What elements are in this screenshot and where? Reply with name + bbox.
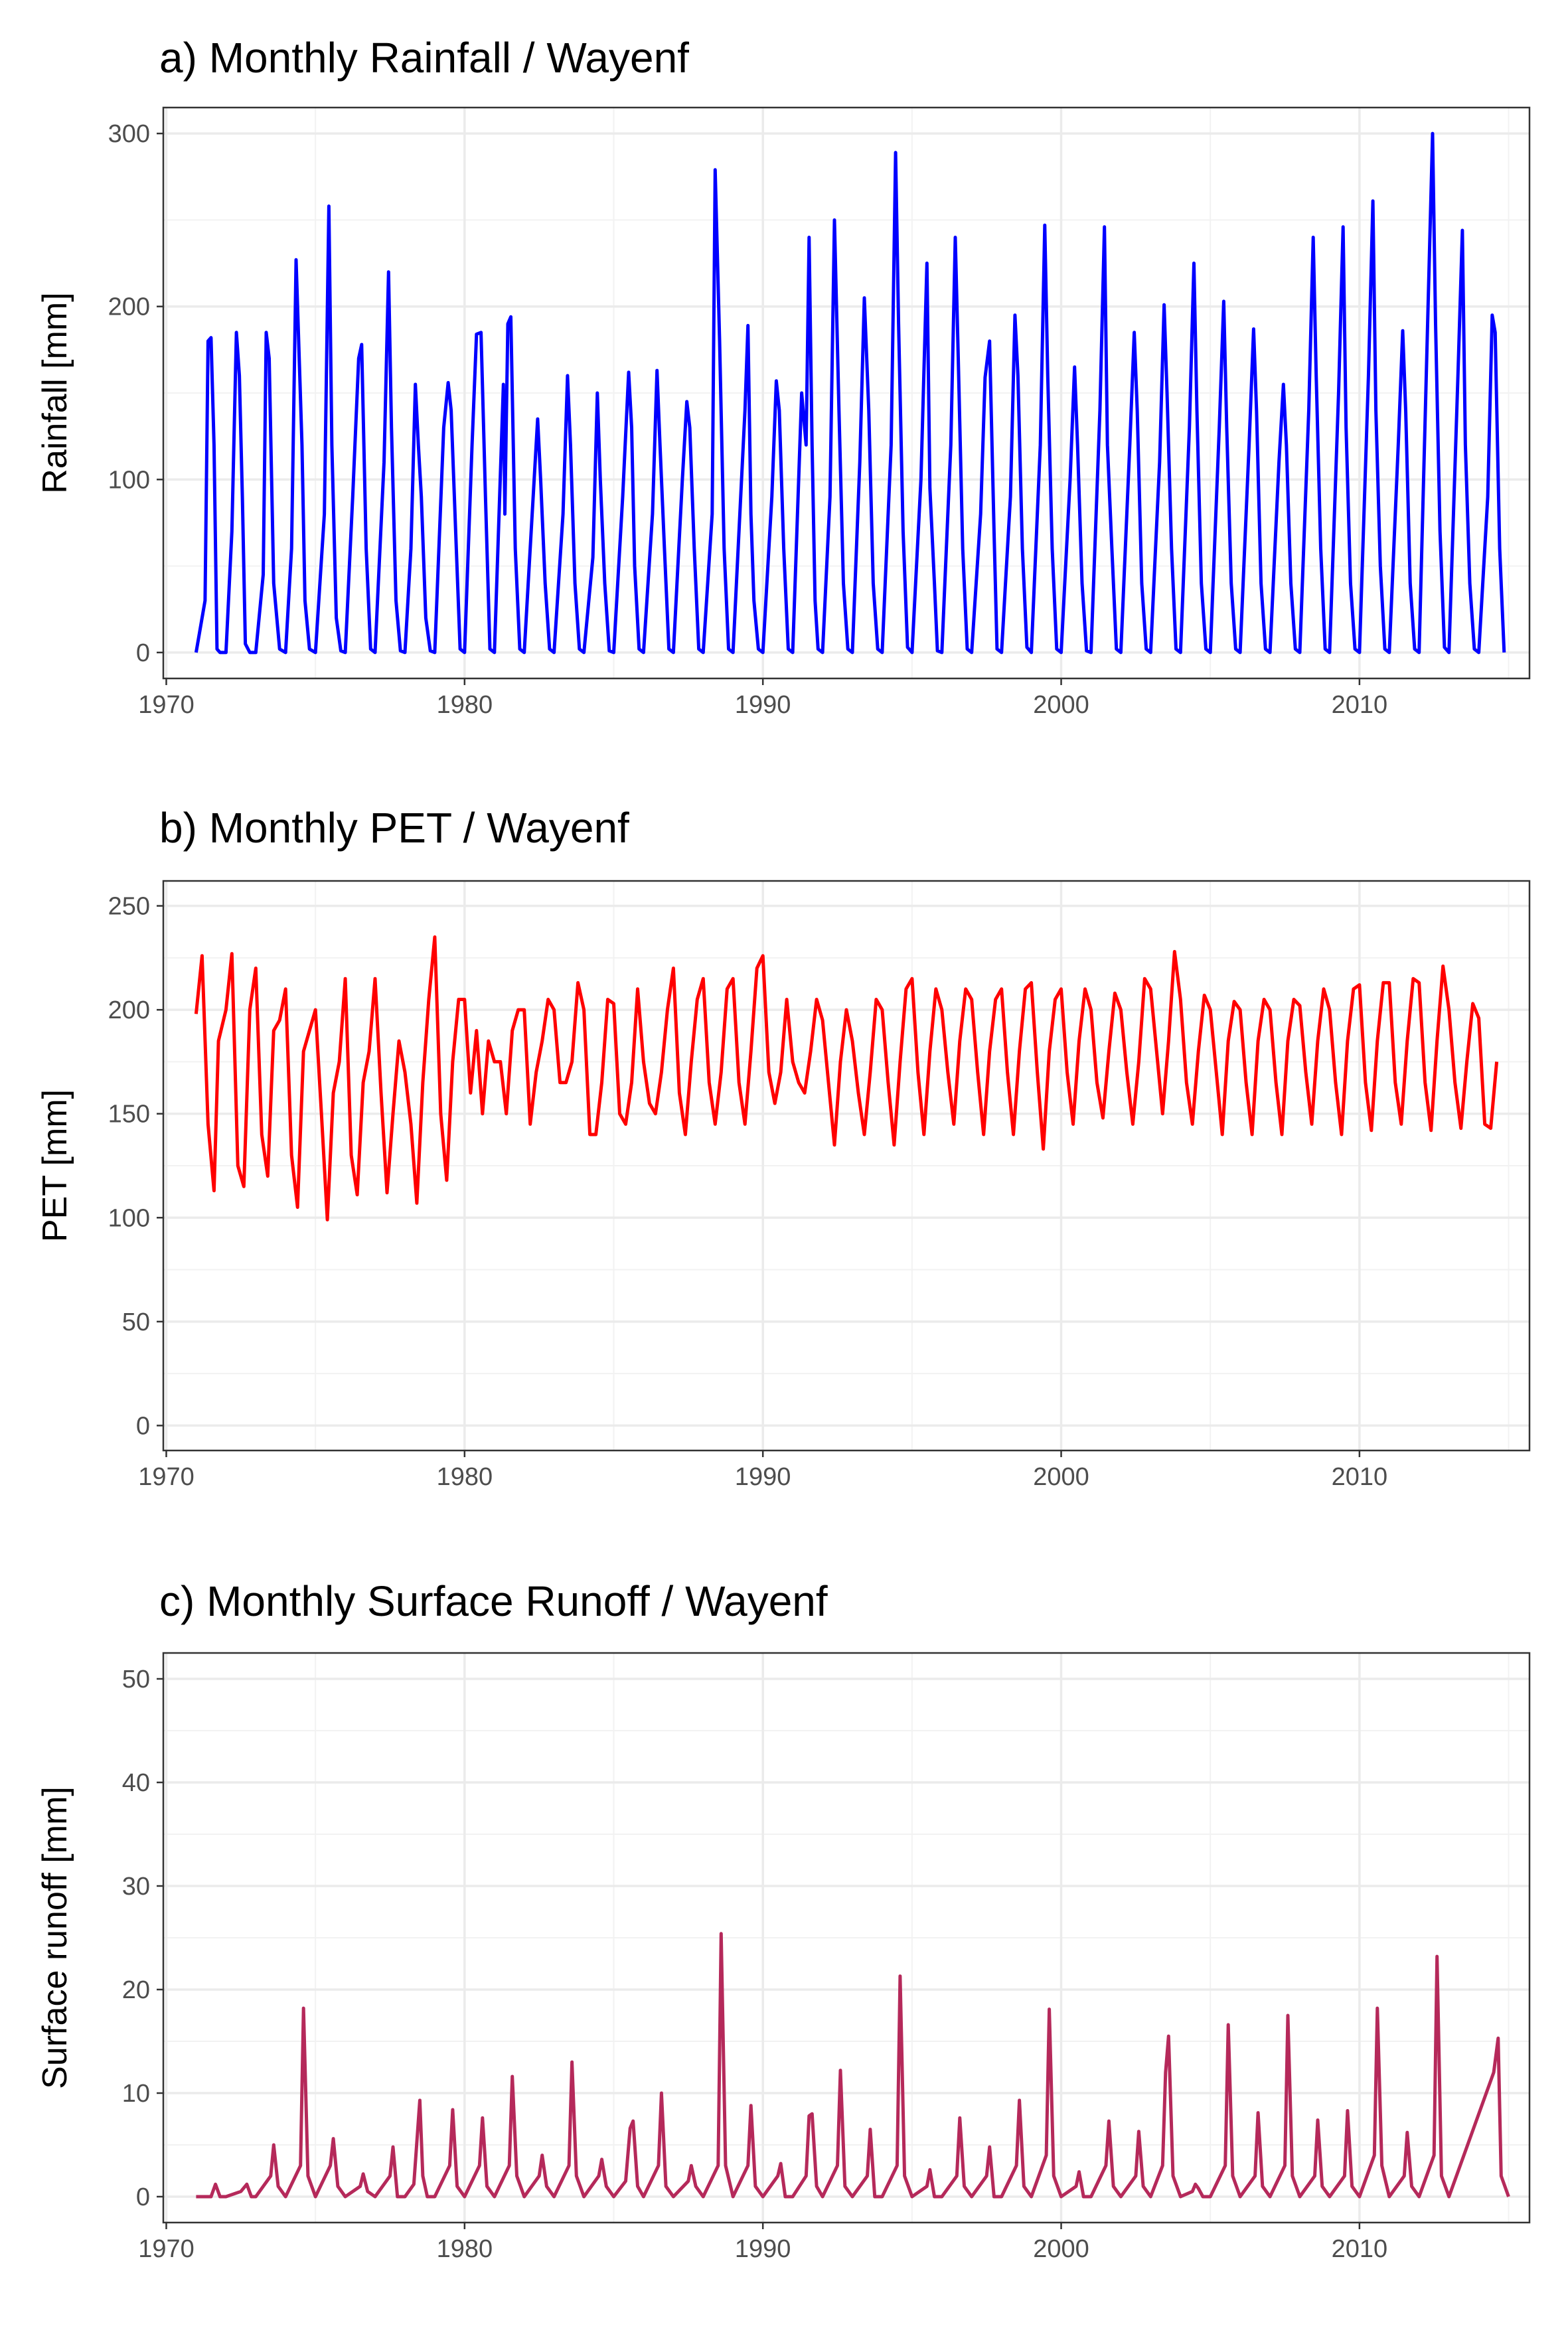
y-tick-label: 300 bbox=[108, 120, 150, 148]
x-tick-label: 1970 bbox=[138, 691, 195, 719]
panel-rainfall: a) Monthly Rainfall / Wayenf 1970 1980 199… bbox=[0, 0, 1568, 783]
y-tick-label: 0 bbox=[136, 2183, 150, 2211]
y-tick-label: 10 bbox=[122, 2080, 150, 2108]
y-tick-label: 50 bbox=[122, 1308, 150, 1336]
x-tick-label: 2010 bbox=[1332, 691, 1388, 719]
x-tick-label: 1980 bbox=[437, 2235, 493, 2263]
y-tick-label: 200 bbox=[108, 996, 150, 1024]
plot-border bbox=[162, 880, 1531, 1452]
x-tick-label: 1990 bbox=[735, 2235, 791, 2263]
chart-title-pet: b) Monthly PET / Wayenf bbox=[159, 804, 629, 852]
y-tick-label: 150 bbox=[108, 1101, 150, 1129]
x-tick-label: 2000 bbox=[1033, 1463, 1089, 1491]
y-tick-label: 30 bbox=[122, 1873, 150, 1901]
y-tick-label: 0 bbox=[136, 639, 150, 667]
x-tick-label: 2010 bbox=[1332, 1463, 1388, 1491]
x-tick-label: 2000 bbox=[1033, 691, 1089, 719]
x-tick-label: 1990 bbox=[735, 691, 791, 719]
x-tick-label: 2000 bbox=[1033, 2235, 1089, 2263]
y-tick-label: 200 bbox=[108, 293, 150, 321]
x-tick-label: 2010 bbox=[1332, 2235, 1388, 2263]
y-tick-label: 250 bbox=[108, 893, 150, 921]
x-tick-label: 1970 bbox=[138, 1463, 195, 1491]
x-tick-label: 1990 bbox=[735, 1463, 791, 1491]
panel-pet: b) Monthly PET / Wayenf 1970 1980 1990 2000… bbox=[36, 804, 1531, 1491]
chart-title-runoff: c) Monthly Surface Runoff / Wayenf bbox=[159, 1577, 828, 1625]
x-tick-label: 1980 bbox=[437, 1463, 493, 1491]
series-line-pet bbox=[194, 935, 1499, 1221]
plot-border bbox=[162, 1652, 1531, 2224]
y-tick-label: 100 bbox=[108, 466, 150, 494]
x-tick-label: 1970 bbox=[138, 2235, 195, 2263]
y-tick-label: 20 bbox=[122, 1976, 150, 2004]
y-axis-title: PET [mm] bbox=[36, 1089, 74, 1242]
series-line-runoff bbox=[196, 1932, 1510, 2199]
plot-border bbox=[162, 106, 1531, 680]
y-tick-label: 50 bbox=[122, 1666, 150, 1693]
y-axis-title: Surface runoff [mm] bbox=[36, 1786, 74, 2089]
y-axis-title: Rainfall [mm] bbox=[36, 292, 74, 493]
chart-rainfall: 1970 1980 1990 2000 2010 0 100 200 300 Rainfall [… bbox=[36, 106, 1531, 719]
y-tick-label: 100 bbox=[108, 1204, 150, 1232]
series-line-rainfall bbox=[194, 131, 1506, 655]
chart-pet: 1970 1980 1990 2000 2010 0 50 100 150 200 250 PET [… bbox=[36, 880, 1531, 1491]
y-tick-label: 40 bbox=[122, 1769, 150, 1797]
y-tick-label: 0 bbox=[136, 1412, 150, 1440]
chart-title-rainfall: a) Monthly Rainfall / Wayenf bbox=[159, 34, 689, 82]
x-tick-label: 1980 bbox=[437, 691, 493, 719]
